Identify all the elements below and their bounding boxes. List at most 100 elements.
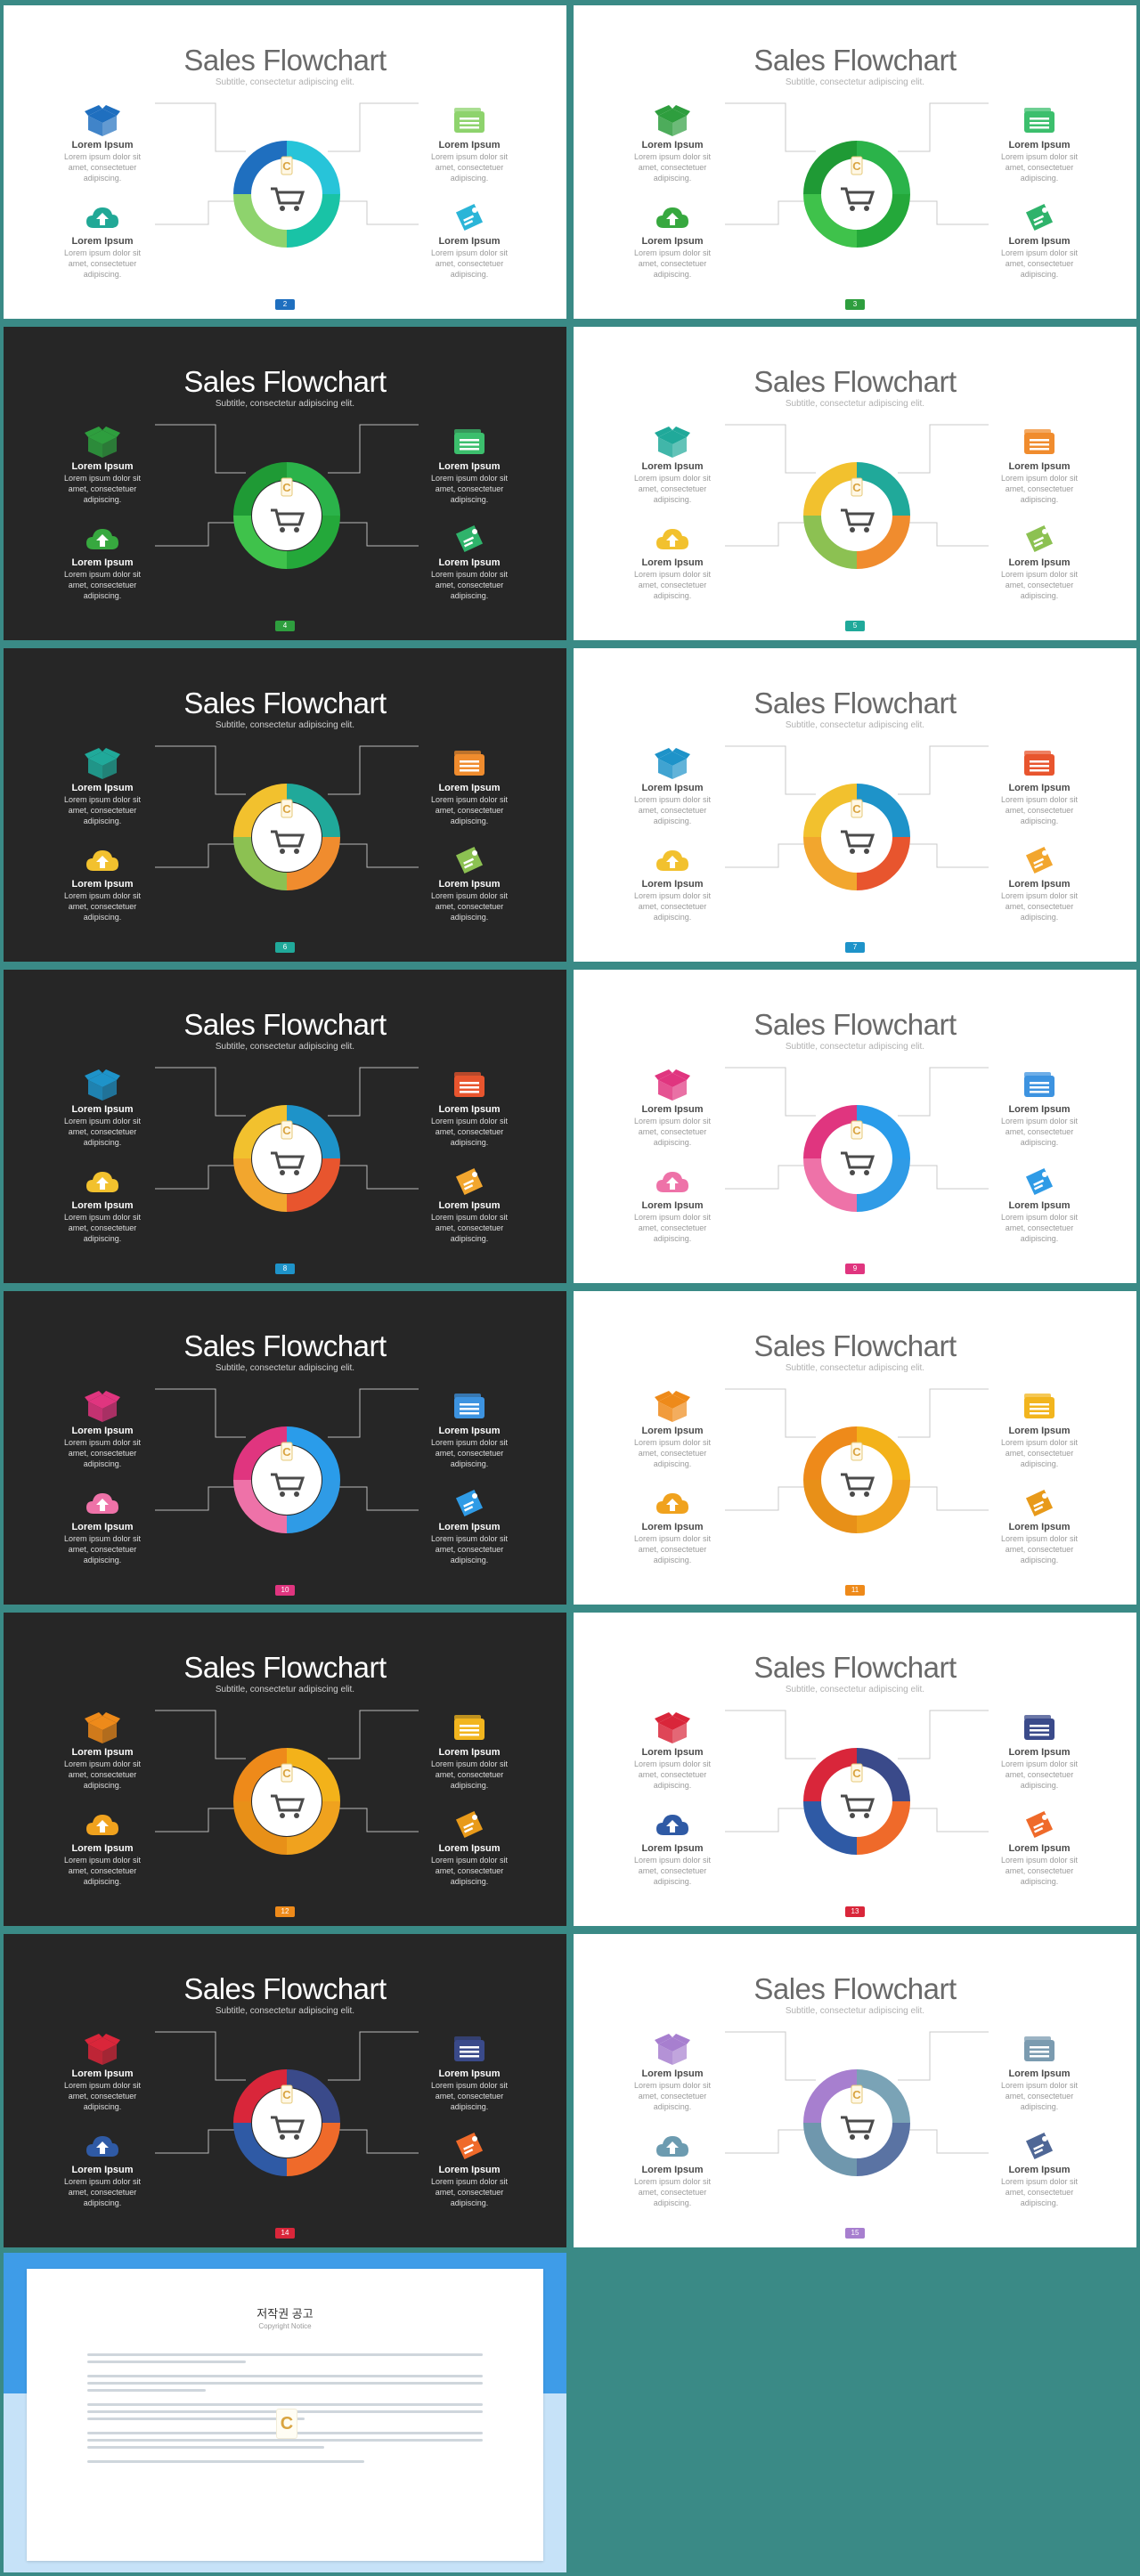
page-number: 10 — [275, 1585, 295, 1596]
slide-title: Sales Flowchart — [183, 1651, 387, 1684]
item-title: Lorem Ipsum — [71, 1747, 134, 1758]
connector-line — [725, 424, 816, 474]
item-title: Lorem Ipsum — [641, 1426, 704, 1436]
item-text: Lorem ipsum dolor sit amet, consectetuer… — [63, 1759, 142, 1790]
slide-thumbnail[interactable]: Sales Flowchart Subtitle, consectetur adi… — [574, 327, 1136, 640]
flow-item: Lorem Ipsum Lorem ipsum dolor sit amet, c… — [420, 1069, 518, 1148]
item-text: Lorem ipsum dolor sit amet, consectetuer… — [63, 1534, 142, 1564]
flow-item: Lorem Ipsum Lorem ipsum dolor sit amet, c… — [990, 1391, 1088, 1469]
donut-segment-3 — [233, 194, 287, 248]
credit-card-icon — [420, 1712, 518, 1744]
item-title: Lorem Ipsum — [71, 140, 134, 150]
donut-segment-1 — [287, 462, 340, 516]
slide-thumbnail[interactable]: Sales Flowchart Subtitle, consectetur adi… — [4, 970, 566, 1283]
slide-thumbnail[interactable]: Sales Flowchart Subtitle, consectetur adi… — [574, 970, 1136, 1283]
slide-thumbnail[interactable]: Sales Flowchart Subtitle, consectetur adi… — [4, 327, 566, 640]
flow-item: Lorem Ipsum Lorem ipsum dolor sit amet, c… — [990, 1712, 1088, 1791]
connector-line — [328, 745, 419, 795]
box-icon — [53, 427, 151, 459]
connector-line — [155, 745, 246, 795]
slide-subtitle: Subtitle, consectetur adipiscing elit. — [785, 720, 925, 730]
item-title: Lorem Ipsum — [71, 557, 134, 568]
connector-line — [335, 2129, 419, 2154]
price-tag-icon — [420, 1166, 518, 1198]
page-number: 2 — [275, 299, 295, 310]
flow-item: Lorem Ipsum Lorem ipsum dolor sit amet, c… — [623, 1487, 721, 1565]
svg-text:C: C — [282, 481, 291, 494]
item-title: Lorem Ipsum — [71, 1200, 134, 1211]
connector-line — [335, 843, 419, 868]
credit-card-icon — [990, 427, 1088, 459]
item-title: Lorem Ipsum — [438, 1426, 501, 1436]
page-number: 15 — [845, 2228, 865, 2239]
connector-line — [328, 1710, 419, 1759]
item-title: Lorem Ipsum — [438, 557, 501, 568]
donut-segment-2 — [857, 1480, 910, 1533]
item-title: Lorem Ipsum — [641, 1522, 704, 1532]
connector-lines — [155, 424, 419, 547]
item-title: Lorem Ipsum — [71, 1104, 134, 1115]
slide-thumbnail[interactable]: Sales Flowchart Subtitle, consectetur adi… — [4, 1934, 566, 2247]
item-title: Lorem Ipsum — [1008, 2068, 1071, 2079]
slide-thumbnail[interactable]: Sales Flowchart Subtitle, consectetur adi… — [4, 1291, 566, 1605]
copyright-notice-slide[interactable]: 저작권 공고 Copyright Notice C — [4, 2253, 566, 2572]
flow-item: Lorem Ipsum Lorem ipsum dolor sit amet, c… — [990, 1487, 1088, 1565]
item-text: Lorem ipsum dolor sit amet, consectetuer… — [633, 1213, 712, 1243]
item-title: Lorem Ipsum — [1008, 557, 1071, 568]
slide-thumbnail[interactable]: Sales Flowchart Subtitle, consectetur adi… — [574, 1291, 1136, 1605]
brand-logo-icon — [281, 156, 293, 175]
shopping-cart-icon — [841, 1151, 875, 1175]
connector-line — [725, 1165, 809, 1190]
shopping-cart-icon — [271, 1473, 305, 1497]
flow-item: Lorem Ipsum Lorem ipsum dolor sit amet, c… — [623, 748, 721, 826]
box-icon — [623, 1391, 721, 1423]
flow-item: Lorem Ipsum Lorem ipsum dolor sit amet, c… — [990, 523, 1088, 601]
brand-logo-icon — [281, 2084, 293, 2104]
flow-item: Lorem Ipsum Lorem ipsum dolor sit amet, c… — [420, 1808, 518, 1887]
donut-segment-3 — [803, 1480, 857, 1533]
flow-item: Lorem Ipsum Lorem ipsum dolor sit amet, c… — [53, 201, 151, 280]
item-text: Lorem ipsum dolor sit amet, consectetuer… — [63, 570, 142, 600]
item-title: Lorem Ipsum — [438, 2165, 501, 2175]
item-text: Lorem ipsum dolor sit amet, consectetuer… — [430, 1856, 509, 1886]
item-text: Lorem ipsum dolor sit amet, consectetuer… — [1000, 1759, 1079, 1790]
donut-segment-1 — [287, 1426, 340, 1480]
notice-subtitle: Copyright Notice — [258, 2322, 312, 2330]
slide-title: Sales Flowchart — [753, 1008, 957, 1041]
connector-line — [725, 843, 809, 868]
item-title: Lorem Ipsum — [641, 2165, 704, 2175]
connector-line — [155, 522, 239, 547]
shopping-cart-icon — [271, 187, 305, 211]
connector-line — [155, 102, 246, 152]
svg-text:C: C — [282, 1124, 291, 1137]
slide-subtitle: Subtitle, consectetur adipiscing elit. — [785, 399, 925, 409]
donut-segment-3 — [233, 837, 287, 890]
slide-thumbnail[interactable]: Sales Flowchart Subtitle, consectetur adi… — [574, 1613, 1136, 1926]
shopping-cart-icon — [271, 2116, 305, 2140]
connector-line — [155, 2129, 239, 2154]
item-title: Lorem Ipsum — [1008, 2165, 1071, 2175]
slide-title: Sales Flowchart — [183, 687, 387, 719]
cloud-upload-icon — [53, 2130, 151, 2162]
slide-thumbnail[interactable]: Sales Flowchart Subtitle, consectetur adi… — [574, 648, 1136, 962]
slide-thumbnail[interactable]: Sales Flowchart Subtitle, consectetur adi… — [4, 1613, 566, 1926]
flow-item: Lorem Ipsum Lorem ipsum dolor sit amet, c… — [53, 427, 151, 505]
donut-segment-4 — [233, 784, 287, 837]
slide-thumbnail[interactable]: Sales Flowchart Subtitle, consectetur adi… — [4, 5, 566, 319]
connector-line — [155, 1710, 246, 1759]
slide-thumbnail[interactable]: Sales Flowchart Subtitle, consectetur adi… — [574, 1934, 1136, 2247]
flow-item: Lorem Ipsum Lorem ipsum dolor sit amet, c… — [623, 201, 721, 280]
donut-segment-2 — [287, 1801, 340, 1855]
connector-line — [898, 1067, 989, 1117]
flow-item: Lorem Ipsum Lorem ipsum dolor sit amet, c… — [420, 844, 518, 922]
box-icon — [623, 105, 721, 137]
shopping-cart-icon — [271, 508, 305, 532]
slide-title: Sales Flowchart — [753, 1651, 957, 1684]
slide-thumbnail[interactable]: Sales Flowchart Subtitle, consectetur adi… — [4, 648, 566, 962]
donut-segment-1 — [287, 2069, 340, 2123]
slide-thumbnail[interactable]: Sales Flowchart Subtitle, consectetur adi… — [574, 5, 1136, 319]
item-text: Lorem ipsum dolor sit amet, consectetuer… — [430, 570, 509, 600]
donut-segment-1 — [287, 1105, 340, 1158]
donut-segment-3 — [233, 516, 287, 569]
flow-item: Lorem Ipsum Lorem ipsum dolor sit amet, c… — [990, 2034, 1088, 2112]
